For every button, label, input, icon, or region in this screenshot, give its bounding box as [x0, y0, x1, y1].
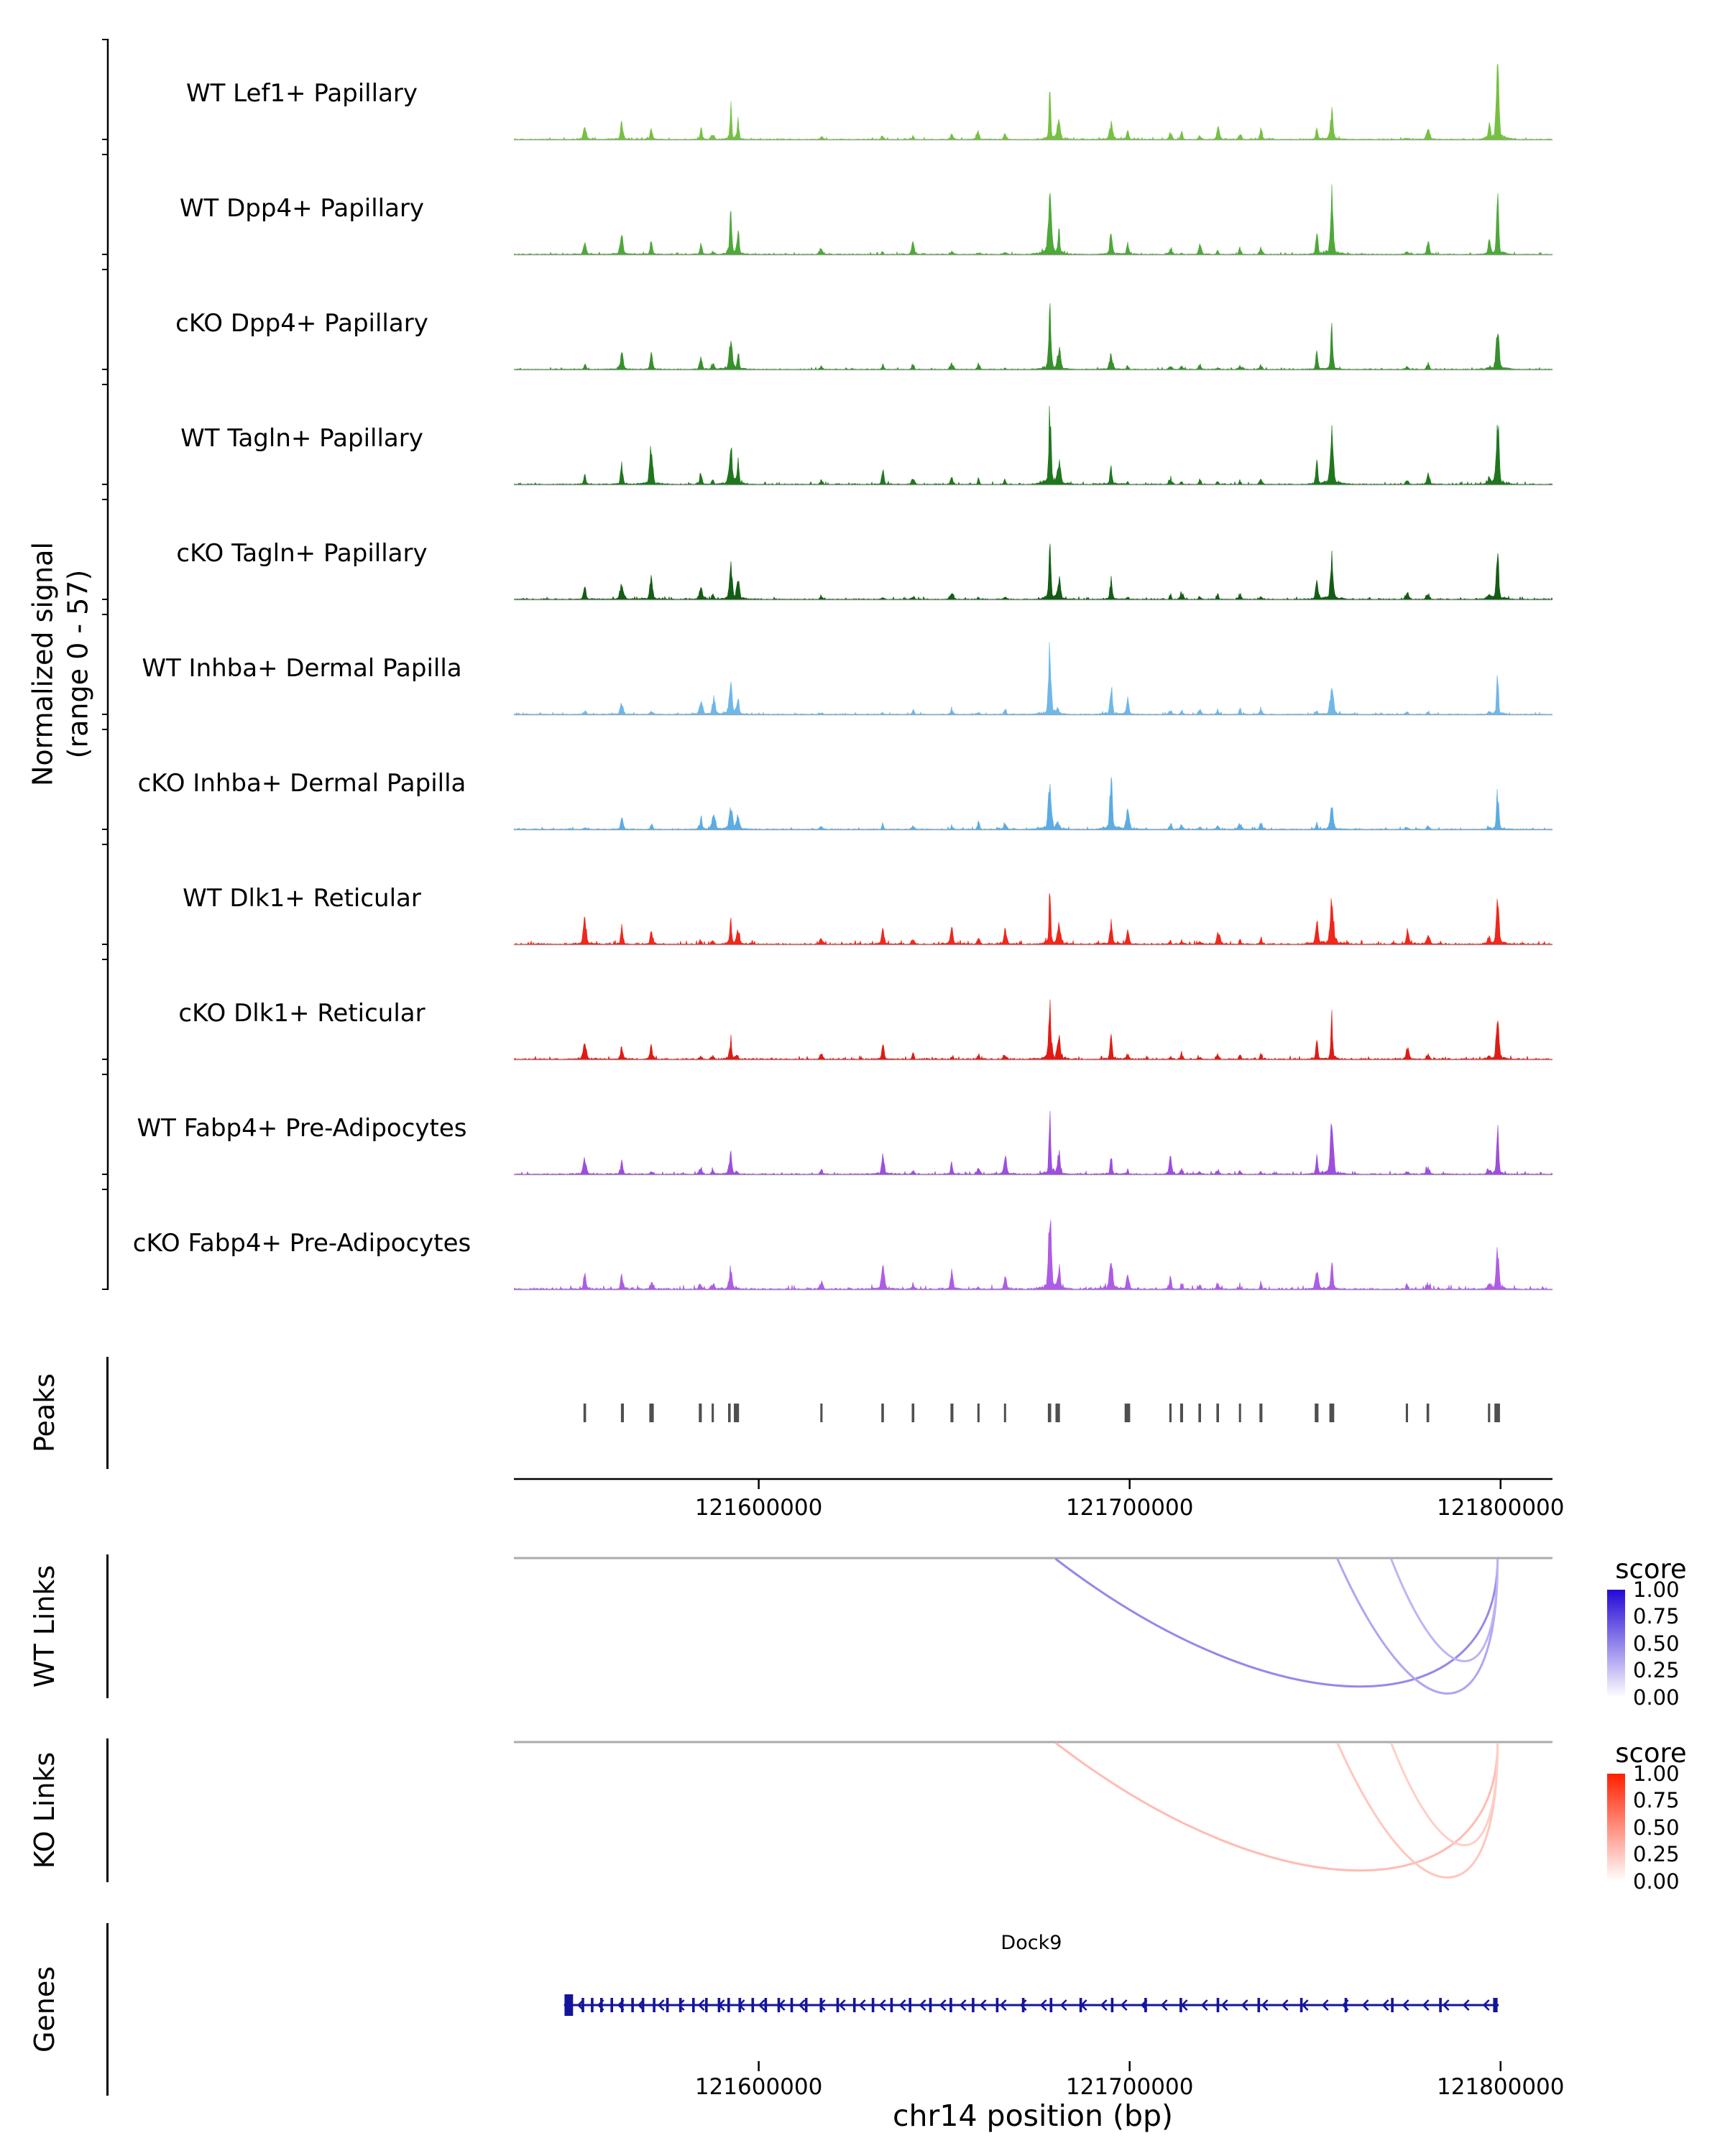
- signal-track-label: WT Dlk1+ Reticular: [183, 884, 421, 913]
- peaks-axis-bracket: [106, 1357, 109, 1469]
- signal-track-row-10: WT Fabp4+ Pre-Adipocytes: [0, 1074, 1725, 1189]
- signal-track-label: WT Fabp4+ Pre-Adipocytes: [137, 1114, 467, 1143]
- signal-track-label: cKO Tagln+ Papillary: [176, 539, 428, 568]
- legend-tick: 1.00: [1633, 1761, 1680, 1786]
- signal-axis-line: [102, 39, 109, 1290]
- signal-track-plot: [514, 303, 1552, 371]
- x-axis-label: chr14 position (bp): [892, 2099, 1174, 2133]
- legend-title: score: [1615, 1554, 1687, 1585]
- axis-tick-label: 121800000: [1436, 1495, 1565, 1521]
- gene-name-label: Dock9: [1000, 1932, 1062, 1954]
- signal-track-label: WT Lef1+ Papillary: [185, 79, 418, 108]
- signal-track-plot: [514, 63, 1552, 141]
- section-label-genes: Genes: [29, 1966, 60, 2053]
- legend-tick: 0.25: [1633, 1842, 1680, 1866]
- wt-links-plot: [514, 1557, 1552, 1695]
- signal-track-row-2: WT Dpp4+ Papillary: [0, 154, 1725, 269]
- signal-track-row-3: cKO Dpp4+ Papillary: [0, 269, 1725, 384]
- signal-track-plot: [514, 1220, 1552, 1291]
- wt-links-score-legend: score 1.00 0.75 0.50 0.25 0.00: [1597, 1554, 1719, 1741]
- signal-track-row-8: WT Dlk1+ Reticular: [0, 844, 1725, 959]
- signal-track-plot: [514, 893, 1552, 946]
- signal-track-plot: [514, 405, 1552, 486]
- signal-track-label: cKO Dpp4+ Papillary: [175, 309, 428, 338]
- signal-track-label: cKO Dlk1+ Reticular: [178, 999, 426, 1028]
- legend-tick: 0.50: [1633, 1631, 1680, 1656]
- ko-links-score-legend: score 1.00 0.75 0.50 0.25 0.00: [1597, 1738, 1719, 1925]
- legend-tick: 0.75: [1633, 1604, 1680, 1628]
- axis-tick-label: 121600000: [694, 1495, 823, 1521]
- legend-tick: 0.00: [1633, 1869, 1680, 1894]
- legend-tick: 1.00: [1633, 1577, 1680, 1602]
- legend-tick: 0.25: [1633, 1658, 1680, 1682]
- axis-tick-label: 121600000: [694, 2074, 823, 2100]
- signal-track-label: WT Inhba+ Dermal Papilla: [142, 654, 462, 683]
- section-label-peaks: Peaks: [29, 1373, 60, 1453]
- signal-track-row-7: cKO Inhba+ Dermal Papilla: [0, 729, 1725, 844]
- signal-track-plot: [514, 999, 1552, 1061]
- signal-track-label: cKO Fabp4+ Pre-Adipocytes: [132, 1229, 472, 1258]
- ko-links-axis-bracket: [106, 1738, 109, 1882]
- signal-track-row-11: cKO Fabp4+ Pre-Adipocytes: [0, 1189, 1725, 1304]
- genome-axis: [514, 1478, 1552, 1489]
- signal-track-plot: [514, 1110, 1552, 1176]
- legend-tick: 0.75: [1633, 1788, 1680, 1812]
- genome-axis-bottom: [758, 2061, 1501, 2071]
- signal-track-plot: [514, 184, 1552, 256]
- legend-title: score: [1615, 1738, 1687, 1769]
- section-label-wt-links: WT Links: [29, 1565, 60, 1688]
- signal-track-label: WT Dpp4+ Papillary: [179, 194, 425, 223]
- ko-links-plot: [514, 1741, 1552, 1879]
- legend-tick: 0.50: [1633, 1815, 1680, 1840]
- axis-tick-label: 121700000: [1065, 1495, 1194, 1521]
- legend-tick: 0.00: [1633, 1685, 1680, 1710]
- signal-track-label: WT Tagln+ Papillary: [180, 424, 423, 453]
- signal-track-row-9: cKO Dlk1+ Reticular: [0, 959, 1725, 1074]
- score-gradient-bar: [1607, 1774, 1625, 1881]
- gene-model-plot: [564, 1994, 1499, 2016]
- signal-track-label: cKO Inhba+ Dermal Papilla: [137, 769, 466, 798]
- section-label-ko-links: KO Links: [29, 1751, 60, 1869]
- signal-track-row-5: cKO Tagln+ Papillary: [0, 499, 1725, 614]
- signal-track-plot: [514, 642, 1552, 716]
- score-gradient-bar: [1607, 1590, 1625, 1697]
- peaks-track-plot: [583, 1404, 1500, 1422]
- axis-tick-label: 121800000: [1436, 2074, 1565, 2100]
- signal-track-plot: [514, 543, 1552, 601]
- signal-tracks-section: WT Lef1+ Papillary WT Dpp4+ Papillary cKO …: [0, 39, 1725, 1304]
- wt-links-axis-bracket: [106, 1554, 109, 1698]
- signal-track-row-6: WT Inhba+ Dermal Papilla: [0, 614, 1725, 729]
- signal-track-row-1: WT Lef1+ Papillary: [0, 39, 1725, 154]
- axis-tick-label: 121700000: [1065, 2074, 1194, 2100]
- signal-track-row-4: WT Tagln+ Papillary: [0, 384, 1725, 499]
- signal-track-plot: [514, 777, 1552, 831]
- genes-axis-bracket: [106, 1923, 109, 2096]
